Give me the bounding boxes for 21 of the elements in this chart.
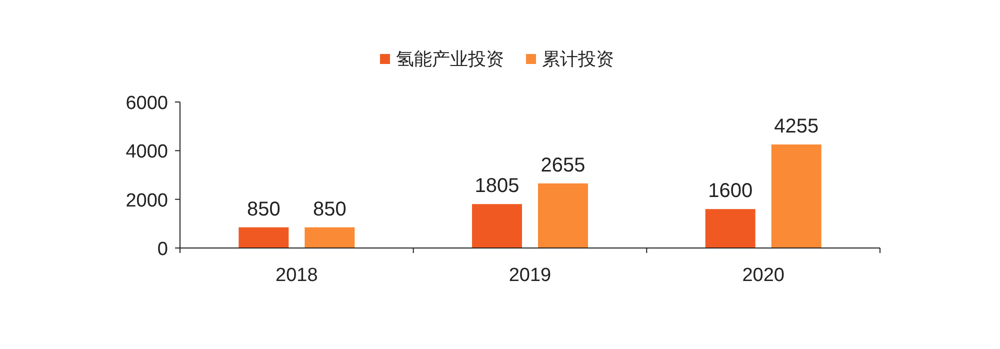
bar (304, 227, 355, 248)
legend-label: 氢能产业投资 (396, 49, 504, 69)
data-label: 850 (246, 198, 280, 220)
bar (705, 209, 756, 248)
y-tick-label: 2000 (126, 190, 168, 212)
y-tick-label: 6000 (126, 93, 168, 114)
data-label: 850 (312, 198, 346, 220)
x-tick-label: 2019 (508, 265, 552, 286)
bar (472, 204, 522, 248)
y-tick-label: 4000 (126, 142, 168, 163)
bar (771, 144, 822, 248)
x-tick-label: 2020 (742, 265, 784, 286)
data-label: 1600 (708, 180, 753, 202)
x-tick-label: 2018 (276, 265, 318, 286)
data-label: 1805 (474, 175, 520, 198)
bar (538, 183, 588, 248)
bar (238, 227, 289, 248)
data-label: 4255 (774, 115, 819, 138)
legend-label: 累计投资 (542, 49, 614, 69)
y-tick-label: 0 (157, 239, 168, 260)
data-label: 2655 (540, 154, 586, 176)
